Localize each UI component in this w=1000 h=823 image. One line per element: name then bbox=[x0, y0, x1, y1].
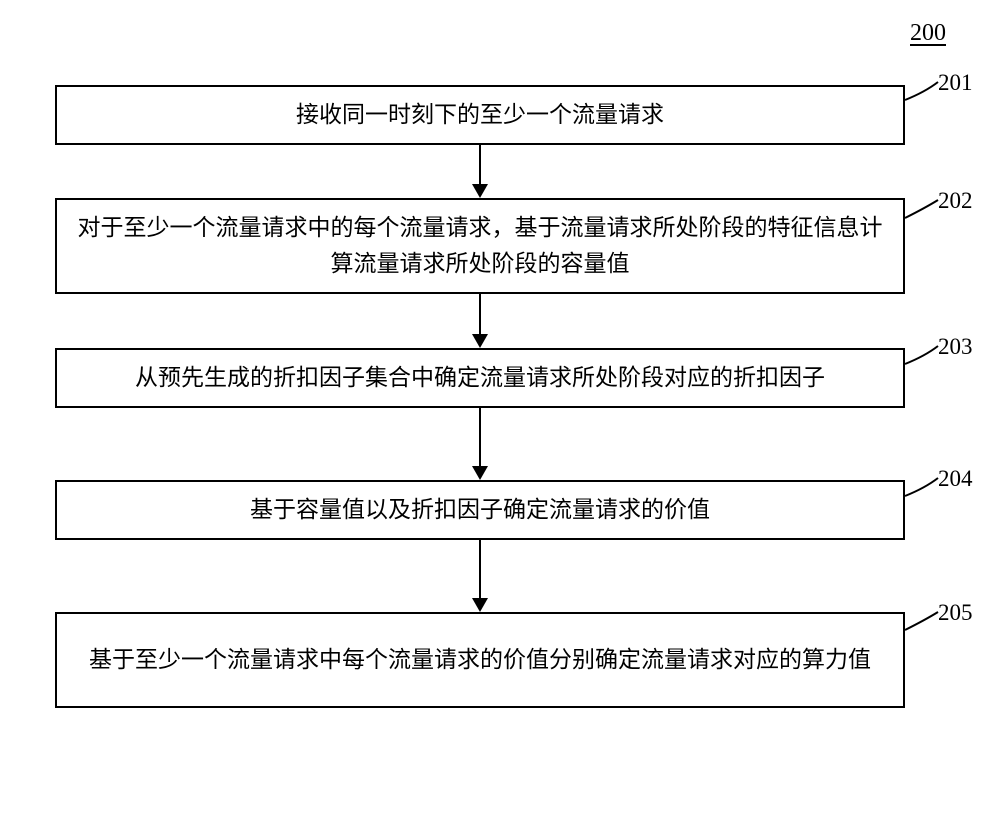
arrow-shaft bbox=[479, 294, 481, 334]
flowchart-step-label-203: 203 bbox=[938, 334, 973, 360]
flowchart-step-label-201: 201 bbox=[938, 70, 973, 96]
leader-line bbox=[903, 80, 940, 102]
arrow-head-icon bbox=[472, 466, 488, 480]
flowchart-step-label-205: 205 bbox=[938, 600, 973, 626]
figure-number: 200 bbox=[910, 20, 946, 47]
flowchart-step-201: 接收同一时刻下的至少一个流量请求 bbox=[55, 85, 905, 145]
arrow-shaft bbox=[479, 540, 481, 598]
flowchart-step-text: 对于至少一个流量请求中的每个流量请求，基于流量请求所处阶段的特征信息计算流量请求… bbox=[75, 210, 885, 281]
arrow-head-icon bbox=[472, 184, 488, 198]
flowchart-step-205: 基于至少一个流量请求中每个流量请求的价值分别确定流量请求对应的算力值 bbox=[55, 612, 905, 708]
leader-line bbox=[903, 344, 940, 366]
arrow-shaft bbox=[479, 145, 481, 184]
flowchart-step-text: 接收同一时刻下的至少一个流量请求 bbox=[296, 97, 664, 133]
leader-line bbox=[903, 198, 940, 220]
flowchart-step-label-202: 202 bbox=[938, 188, 973, 214]
flowchart-step-203: 从预先生成的折扣因子集合中确定流量请求所处阶段对应的折扣因子 bbox=[55, 348, 905, 408]
arrow-head-icon bbox=[472, 598, 488, 612]
flowchart-step-label-204: 204 bbox=[938, 466, 973, 492]
flowchart-step-text: 基于至少一个流量请求中每个流量请求的价值分别确定流量请求对应的算力值 bbox=[89, 642, 871, 678]
flowchart-step-text: 从预先生成的折扣因子集合中确定流量请求所处阶段对应的折扣因子 bbox=[135, 360, 825, 396]
leader-line bbox=[903, 610, 940, 632]
flowchart-canvas: 200 接收同一时刻下的至少一个流量请求 201 对于至少一个流量请求中的每个流量请求… bbox=[0, 0, 1000, 823]
leader-line bbox=[903, 476, 940, 498]
arrow-head-icon bbox=[472, 334, 488, 348]
flowchart-step-202: 对于至少一个流量请求中的每个流量请求，基于流量请求所处阶段的特征信息计算流量请求… bbox=[55, 198, 905, 294]
flowchart-step-text: 基于容量值以及折扣因子确定流量请求的价值 bbox=[250, 492, 710, 528]
flowchart-step-204: 基于容量值以及折扣因子确定流量请求的价值 bbox=[55, 480, 905, 540]
arrow-shaft bbox=[479, 408, 481, 466]
